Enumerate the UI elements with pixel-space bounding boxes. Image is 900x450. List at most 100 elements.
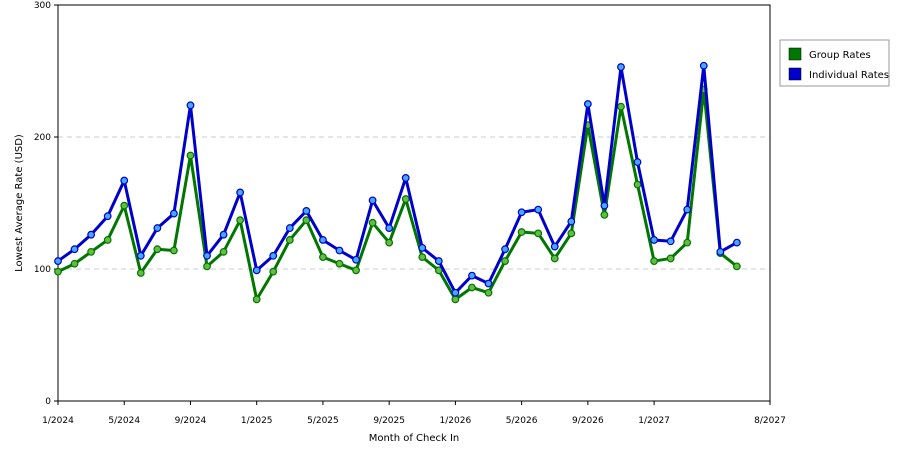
data-point-group-rates [120, 201, 129, 210]
data-point-individual-rates [186, 101, 195, 110]
data-point-group-rates [567, 229, 576, 238]
y-axis: 0 100 200 300 [34, 1, 58, 407]
data-point-group-rates [534, 229, 543, 238]
x-tick-label: 9/2025 [373, 416, 405, 426]
data-point-individual-rates [666, 237, 675, 246]
data-point-individual-rates [385, 224, 394, 232]
data-point-group-rates [732, 262, 741, 271]
data-point-individual-rates [103, 212, 112, 221]
data-point-group-rates [385, 238, 394, 247]
legend-swatch-individual-rates [788, 67, 802, 81]
series-layer [54, 61, 741, 304]
data-point-group-rates [269, 267, 278, 276]
legend-label-group-rates: Group Rates [809, 50, 871, 61]
data-point-individual-rates [699, 61, 708, 70]
data-point-group-rates [484, 288, 493, 297]
data-point-individual-rates [534, 205, 543, 214]
y-tick-label: 100 [34, 265, 51, 275]
data-point-individual-rates [70, 245, 79, 254]
data-point-group-rates [550, 254, 559, 263]
data-point-individual-rates [683, 205, 692, 214]
data-point-group-rates [600, 210, 609, 219]
data-point-individual-rates [451, 288, 460, 297]
data-point-individual-rates [550, 242, 559, 251]
data-point-individual-rates [484, 279, 493, 288]
data-point-individual-rates [203, 251, 211, 260]
data-point-individual-rates [583, 100, 592, 108]
data-point-individual-rates [352, 255, 360, 264]
data-point-individual-rates [368, 196, 377, 205]
data-point-individual-rates [54, 257, 62, 265]
data-point-individual-rates [617, 63, 625, 71]
data-point-individual-rates [285, 224, 294, 232]
data-point-individual-rates [501, 245, 509, 254]
x-tick-label: 1/2024 [42, 416, 74, 426]
data-point-group-rates [186, 151, 195, 160]
legend-swatch-group-rates [788, 47, 802, 61]
data-point-group-rates [70, 259, 79, 268]
legend-label-individual-rates: Individual Rates [809, 70, 889, 81]
data-point-group-rates [666, 254, 675, 263]
data-point-group-rates [170, 246, 178, 255]
data-point-individual-rates [153, 224, 162, 232]
y-tick-label: 300 [34, 1, 51, 11]
x-tick-label: 1/2027 [638, 416, 670, 426]
data-point-individual-rates [434, 257, 443, 265]
data-point-group-rates [468, 283, 476, 292]
data-point-individual-rates [418, 243, 427, 252]
y-axis-title: Lowest Average Rate (USD) [14, 134, 25, 272]
data-point-group-rates [103, 236, 112, 244]
data-point-individual-rates [716, 247, 725, 256]
data-point-group-rates [401, 195, 410, 203]
data-point-group-rates [319, 253, 327, 262]
data-point-individual-rates [170, 209, 178, 218]
data-point-group-rates [136, 269, 145, 277]
data-point-individual-rates [600, 201, 609, 210]
data-point-individual-rates [120, 176, 129, 185]
data-point-individual-rates [650, 236, 658, 244]
data-point-individual-rates [567, 217, 576, 226]
data-point-individual-rates [401, 174, 410, 182]
data-point-group-rates [617, 102, 625, 111]
data-point-group-rates [203, 262, 211, 271]
data-point-group-rates [683, 238, 692, 247]
data-point-individual-rates [269, 251, 278, 260]
x-axis: 1/2024 5/2024 9/2024 1/2025 5/2025 9/2025 1/20… [42, 401, 786, 426]
data-point-individual-rates [732, 238, 741, 247]
x-tick-label: 1/2025 [241, 416, 273, 426]
series-line-group-rates [57, 87, 738, 301]
data-point-group-rates [650, 257, 658, 265]
x-tick-label: 1/2026 [440, 416, 472, 426]
x-axis-title: Month of Check In [369, 433, 460, 444]
data-point-group-rates [633, 180, 642, 189]
data-point-individual-rates [468, 271, 476, 280]
legend: Group Rates Individual Rates [779, 39, 890, 87]
data-point-individual-rates [236, 188, 245, 197]
x-tick-label: 5/2025 [307, 416, 339, 426]
x-tick-label: 5/2024 [108, 416, 140, 426]
y-tick-label: 200 [34, 133, 51, 143]
plot-area [57, 4, 771, 402]
data-point-group-rates [153, 245, 162, 254]
x-tick-label: 5/2026 [506, 416, 538, 426]
data-point-individual-rates [136, 251, 145, 260]
data-point-group-rates [368, 218, 377, 227]
data-point-group-rates [418, 253, 427, 262]
data-point-individual-rates [633, 158, 642, 166]
data-point-group-rates [352, 266, 360, 275]
data-point-individual-rates [252, 266, 261, 275]
data-point-group-rates [236, 216, 245, 225]
x-tick-label: 9/2026 [572, 416, 604, 426]
data-point-individual-rates [319, 236, 327, 244]
data-point-group-rates [219, 247, 228, 256]
data-point-group-rates [335, 259, 344, 268]
data-point-group-rates [285, 236, 294, 244]
grid-lines [58, 136, 770, 270]
data-point-individual-rates [87, 230, 96, 239]
data-point-individual-rates [335, 246, 344, 255]
x-tick-label: 8/2027 [754, 416, 786, 426]
series-individual-rates [54, 61, 741, 297]
series-group-rates [54, 85, 741, 304]
data-point-group-rates [302, 216, 311, 225]
